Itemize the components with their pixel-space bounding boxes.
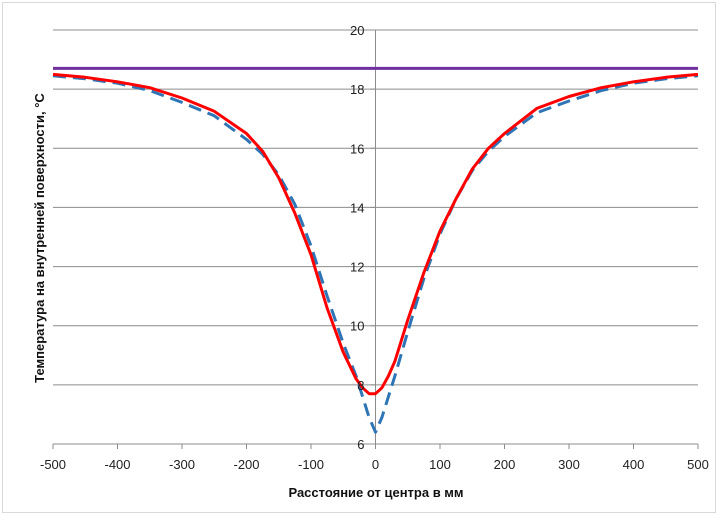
x-tick-label-5: 0 [372,457,379,472]
y-tick-label-3: 12 [350,260,364,275]
y-tick-label-1: 8 [357,378,364,393]
y-tick-label-4: 14 [350,200,364,215]
x-tick-label-2: -300 [169,457,195,472]
series-line-1 [52,74,699,434]
x-tick-label-9: 400 [623,457,645,472]
tick-layer: 6 8 10 12 14 16 18 20 -500 -400 -300 -200 -100 0 100 20… [40,23,709,472]
series-layer [52,66,699,434]
x-tick-label-6: 100 [429,457,451,472]
x-tick-label-10: 500 [687,457,709,472]
x-tick-label-3: -200 [233,457,259,472]
x-tick-label-7: 200 [494,457,516,472]
y-tick-label-7: 20 [350,23,364,38]
x-axis-title: Расстояние от центра в мм [288,485,463,500]
x-tick-label-8: 300 [558,457,580,472]
y-tick-label-6: 18 [350,82,364,97]
series-line-2 [52,72,699,396]
y-tick-label-0: 6 [357,437,364,452]
x-tick-label-4: -100 [298,457,324,472]
y-tick-label-2: 10 [350,319,364,334]
x-tick-label-1: -400 [104,457,130,472]
y-tick-label-5: 16 [350,141,364,156]
axis-layer [52,29,699,449]
y-axis-title: Температура на внутренней поверхности, °… [32,93,47,383]
x-tick-label-0: -500 [40,457,66,472]
